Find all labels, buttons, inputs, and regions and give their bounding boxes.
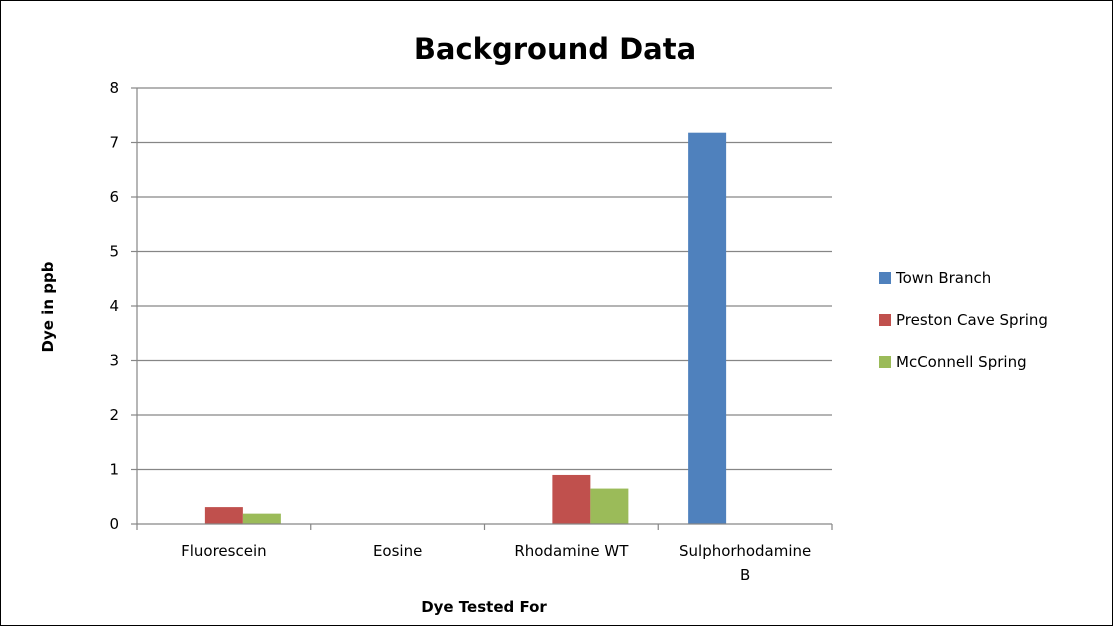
bars bbox=[204, 132, 727, 524]
legend-label-mcconnell-spring: McConnell Spring bbox=[896, 353, 1027, 371]
y-tick-label: 0 bbox=[109, 515, 119, 533]
y-tick-label: 2 bbox=[109, 406, 119, 424]
legend-swatch-preston-cave-spring bbox=[879, 314, 891, 326]
x-tick-label: Fluorescein bbox=[181, 542, 267, 560]
x-tick-labels: Fluorescein Eosine Rhodamine WT Sulphorhoda… bbox=[181, 542, 811, 584]
y-tick-label: 1 bbox=[109, 461, 119, 479]
axes bbox=[131, 87, 833, 530]
y-tick-label: 5 bbox=[109, 243, 119, 261]
x-axis-title: Dye Tested For bbox=[421, 598, 547, 616]
legend-swatch-mcconnell-spring bbox=[879, 356, 891, 368]
bar-mcconnell-spring bbox=[242, 513, 281, 524]
legend-label-preston-cave-spring: Preston Cave Spring bbox=[896, 311, 1048, 329]
bar-preston-cave-spring bbox=[552, 474, 591, 524]
legend-label-town-branch: Town Branch bbox=[895, 269, 991, 287]
legend-swatch-town-branch bbox=[879, 272, 891, 284]
y-tick-label: 8 bbox=[109, 79, 119, 97]
y-tick-label: 3 bbox=[109, 352, 119, 370]
legend: Town Branch Preston Cave Spring McConnell … bbox=[879, 269, 1048, 371]
x-tick-label: B bbox=[740, 566, 750, 584]
bar-town-branch bbox=[688, 132, 727, 524]
y-tick-label: 4 bbox=[109, 297, 119, 315]
y-tick-label: 7 bbox=[109, 134, 119, 152]
x-tick-label: Sulphorhodamine bbox=[679, 542, 811, 560]
x-tick-label: Eosine bbox=[373, 542, 422, 560]
y-tick-label: 6 bbox=[109, 188, 119, 206]
bar-preston-cave-spring bbox=[204, 507, 243, 524]
chart-title: Background Data bbox=[414, 32, 696, 66]
x-tick-label: Rhodamine WT bbox=[514, 542, 629, 560]
bar-mcconnell-spring bbox=[590, 488, 629, 524]
y-axis-title: Dye in ppb bbox=[39, 261, 57, 352]
gridlines bbox=[137, 87, 832, 471]
y-tick-labels: 0 1 2 3 4 5 6 7 8 bbox=[109, 79, 119, 533]
